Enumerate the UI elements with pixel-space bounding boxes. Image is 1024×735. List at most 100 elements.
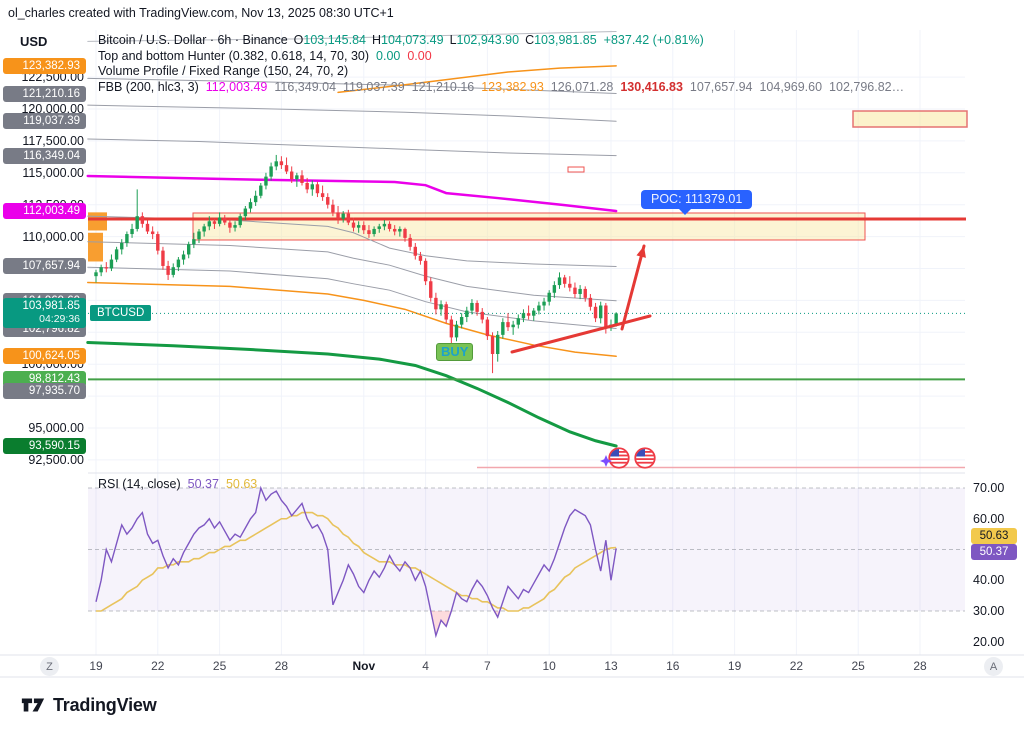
rsi-title[interactable]: RSI (14, close) — [98, 477, 181, 491]
candle — [305, 183, 309, 190]
candle — [274, 161, 278, 167]
candle — [320, 193, 325, 198]
fbb-band-value: 104,969.60 — [759, 80, 823, 94]
symbol-title[interactable]: Bitcoin / U.S. Dollar · 6h · Binance — [98, 33, 288, 47]
candle — [269, 166, 273, 177]
candle — [326, 197, 330, 205]
price-tick-label: 115,000.00 — [22, 165, 84, 180]
time-tick-label[interactable]: 28 — [274, 659, 289, 673]
legend-volume-profile-row[interactable]: Volume Profile / Fixed Range (150, 24, 7… — [98, 64, 348, 78]
low-value: 102,943.90 — [456, 33, 520, 47]
time-tick-label[interactable]: 19 — [727, 659, 742, 673]
buy-signal-badge[interactable]: BUY — [436, 343, 474, 361]
time-tick-label[interactable]: 22 — [151, 659, 165, 673]
high-label: H — [371, 33, 381, 47]
candle — [140, 216, 145, 224]
candle — [434, 297, 438, 310]
value-area-box — [192, 212, 866, 241]
candle — [429, 281, 433, 298]
candle — [578, 288, 582, 295]
candle — [130, 228, 134, 235]
timezone-badge[interactable]: Z — [40, 657, 59, 676]
candle — [217, 217, 222, 224]
price-level-badge: 100,624.05 — [3, 348, 86, 365]
hunter-title[interactable]: Top and bottom Hunter (0.382, 0.618, 14,… — [98, 49, 370, 63]
price-tick-label: 92,500.00 — [28, 452, 84, 467]
adjust-badge[interactable]: A — [984, 657, 1003, 676]
legend-rsi-row[interactable]: RSI (14, close) 50.37 50.63 — [98, 477, 257, 491]
rsi-tick-label: 20.00 — [973, 634, 1005, 649]
candle — [393, 228, 397, 232]
candle — [516, 318, 520, 325]
symbol-tag-badge[interactable]: BTCUSD — [90, 305, 152, 321]
currency-label[interactable]: USD — [20, 34, 48, 49]
candle — [413, 246, 417, 256]
candle — [238, 216, 242, 226]
legend-fbb-row[interactable]: FBB (200, hlc3, 3) 112,003.49 116,349.04 11… — [98, 80, 904, 94]
candle — [94, 272, 98, 277]
time-tick-label[interactable]: 25 — [212, 659, 227, 673]
fbb-band-value: 126,071.28 — [550, 80, 614, 94]
candle — [156, 234, 160, 251]
candle — [521, 313, 526, 319]
candle — [264, 176, 268, 186]
trendline — [510, 314, 652, 354]
time-tick-label[interactable]: 25 — [851, 659, 865, 673]
fbb-values: 112,003.49 116,349.04 119,037.39 121,210.16… — [199, 80, 904, 94]
legend-hunter-row[interactable]: Top and bottom Hunter (0.382, 0.618, 14,… — [98, 49, 432, 63]
open-label: O — [293, 33, 304, 47]
candle — [192, 239, 196, 245]
time-tick-label[interactable]: 4 — [422, 659, 429, 673]
fbb-lower-orange — [87, 281, 617, 357]
price-level-badge: 123,382.93 — [3, 57, 86, 74]
close-value: 103,981.85 — [534, 33, 597, 47]
fbb-band-value: 123,382.93 — [481, 80, 544, 94]
candle — [537, 305, 541, 311]
time-tick-label[interactable]: 19 — [89, 659, 103, 673]
price-level-badge: 119,037.39 — [3, 113, 86, 130]
candle — [197, 231, 201, 240]
candle — [557, 277, 562, 286]
time-tick-label[interactable]: 7 — [484, 659, 491, 673]
poc-label-badge[interactable]: POC: 111379.01 — [641, 190, 753, 215]
rsi-line — [95, 485, 617, 639]
time-tick-label[interactable]: 22 — [789, 659, 804, 673]
rsi-tick-label: 40.00 — [973, 573, 1005, 588]
time-tick-label[interactable]: 28 — [913, 659, 927, 673]
time-tick-label[interactable]: Nov — [352, 659, 376, 673]
tradingview-logo[interactable]: TradingView — [20, 692, 157, 718]
candle — [449, 319, 454, 338]
fbb-band-value: 107,657.94 — [689, 80, 753, 94]
candle — [511, 324, 515, 328]
candle — [351, 222, 356, 228]
fbb-band-value: 102,796.82… — [829, 80, 905, 94]
candle — [331, 204, 335, 213]
candle — [135, 216, 139, 229]
rsi-tick-label: 30.00 — [973, 604, 1005, 618]
price-tick-label: 95,000.00 — [28, 421, 84, 435]
rsi-value: 50.37 — [187, 477, 219, 491]
arrow-shaft — [620, 244, 646, 331]
candle — [459, 316, 464, 325]
fbb-band-value: 130,416.83 — [620, 80, 683, 94]
time-tick-label[interactable]: 13 — [604, 659, 618, 673]
candle — [573, 287, 577, 295]
candle — [346, 213, 351, 223]
change-value: +837.42 (+0.81%) — [603, 33, 704, 47]
candle — [341, 213, 345, 219]
candle — [398, 228, 402, 232]
candle — [568, 283, 572, 288]
fbb-lower-107657 — [87, 215, 617, 267]
candle — [336, 212, 340, 219]
time-tick-label[interactable]: 10 — [542, 659, 556, 673]
time-tick-label[interactable]: 16 — [666, 659, 680, 673]
fbb-band-value: 112,003.49 — [205, 80, 268, 94]
fbb-title[interactable]: FBB (200, hlc3, 3) — [98, 80, 199, 94]
fbb-basis — [86, 174, 618, 213]
volume-profile-title[interactable]: Volume Profile / Fixed Range (150, 24, 7… — [98, 64, 349, 78]
legend-symbol-row[interactable]: Bitcoin / U.S. Dollar · 6h · Binance O 103… — [98, 33, 704, 47]
price-level-badge: 93,590.15 — [3, 437, 86, 454]
candle — [444, 304, 448, 320]
candle — [377, 226, 381, 229]
